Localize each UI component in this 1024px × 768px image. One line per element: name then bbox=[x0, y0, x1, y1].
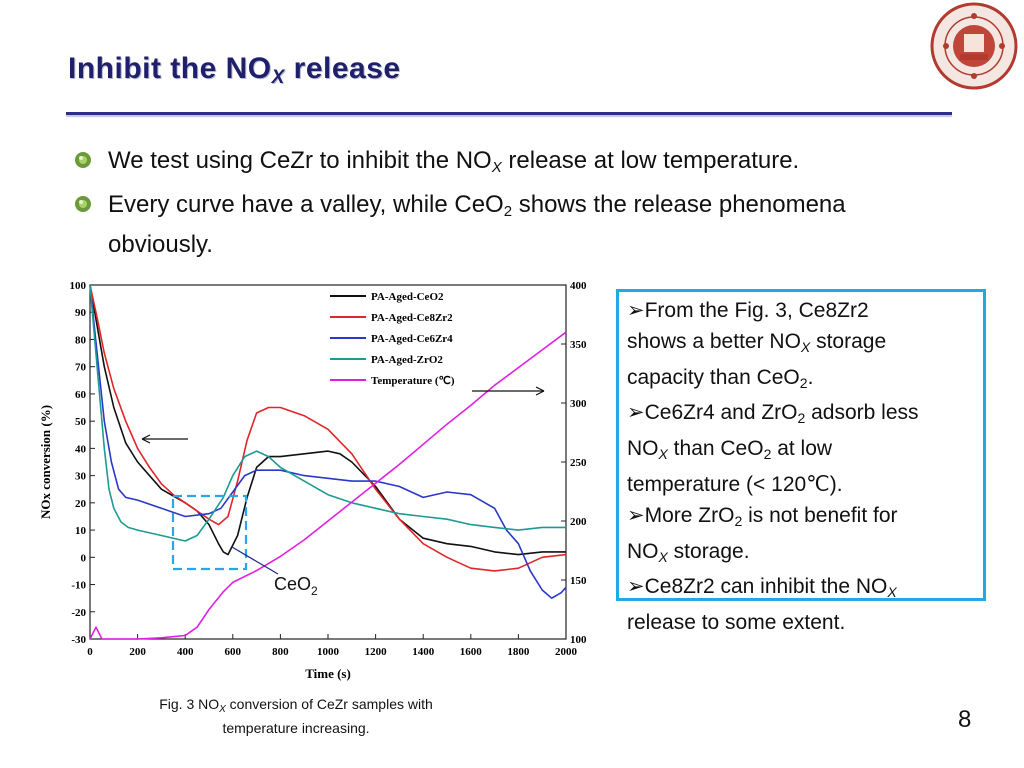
y-tick-label: 100 bbox=[70, 280, 87, 292]
x-tick-label: 1600 bbox=[460, 646, 483, 658]
bullet-gear-icon bbox=[75, 196, 91, 212]
y-tick-label: 20 bbox=[75, 498, 87, 510]
x-tick-label: 800 bbox=[272, 646, 289, 658]
finding-line: temperature (< 120℃). bbox=[627, 472, 843, 496]
slide-title: Inhibit the NOX release bbox=[68, 52, 401, 88]
right-arrow-head bbox=[535, 386, 545, 396]
x-tick-label: 200 bbox=[129, 646, 146, 658]
y-tick-label: -10 bbox=[71, 580, 86, 592]
series-line-pa-aged-ce8zr2 bbox=[89, 284, 567, 572]
bullet-item: We test using CeZr to inhibit the NOX re… bbox=[74, 144, 954, 184]
y-tick-label: 40 bbox=[75, 443, 87, 455]
y-tick-label: 80 bbox=[75, 334, 87, 346]
bullet-gear-icon bbox=[75, 152, 91, 168]
y-tick-label: 70 bbox=[75, 362, 87, 374]
series-line-pa-aged-zro2 bbox=[89, 284, 566, 542]
x-tick-label: 1800 bbox=[507, 646, 530, 658]
left-arrow-head bbox=[141, 434, 151, 444]
y-tick-label: 50 bbox=[75, 416, 87, 428]
figure-caption: Fig. 3 NOX conversion of CeZr samples wi… bbox=[159, 696, 433, 736]
legend-label: Temperature (℃) bbox=[371, 375, 455, 387]
x-tick-label: 1400 bbox=[412, 646, 435, 658]
bullet-item: Every curve have a valley, while CeO2 sh… bbox=[74, 188, 954, 261]
x-tick-label: 2000 bbox=[555, 646, 578, 658]
y-tick-label: 90 bbox=[75, 307, 87, 319]
series-line-pa-aged-ce6zr4 bbox=[89, 284, 567, 600]
finding-line: NOX than CeO2 at low bbox=[627, 437, 833, 463]
finding-line: shows a better NOX storage bbox=[627, 329, 887, 355]
y2-tick-label: 300 bbox=[570, 398, 587, 410]
finding-line: capacity than CeO2. bbox=[627, 365, 814, 391]
finding-line: NOX storage. bbox=[627, 539, 750, 565]
plot-frame bbox=[89, 284, 567, 640]
y-axis-label: NOx conversion (%) bbox=[38, 405, 53, 519]
y2-tick-label: 400 bbox=[570, 280, 587, 292]
university-seal-logo bbox=[930, 2, 1018, 90]
y-tick-label: -30 bbox=[71, 634, 86, 646]
bullet-list: We test using CeZr to inhibit the NOX re… bbox=[74, 144, 954, 265]
legend-label: PA-Aged-CeO2 bbox=[371, 291, 444, 303]
x-tick-label: 400 bbox=[177, 646, 194, 658]
x-tick-label: 1200 bbox=[365, 646, 388, 658]
legend-label: PA-Aged-Ce8Zr2 bbox=[371, 312, 453, 324]
y-tick-label: 30 bbox=[75, 471, 87, 483]
callout-line bbox=[231, 546, 279, 575]
legend-label: PA-Aged-Ce6Zr4 bbox=[371, 333, 453, 345]
y-tick-label: 60 bbox=[75, 389, 87, 401]
y2-tick-label: 100 bbox=[570, 634, 587, 646]
x-axis-label: Time (s) bbox=[305, 666, 351, 681]
finding-line: ➢Ce6Zr4 and ZrO2 adsorb less bbox=[627, 401, 919, 427]
y2-tick-label: 250 bbox=[570, 457, 587, 469]
y-tick-label: 0 bbox=[81, 552, 87, 564]
ceo2-annotation: CeO2 bbox=[274, 574, 318, 598]
legend-label: PA-Aged-ZrO2 bbox=[371, 354, 443, 366]
nox-conversion-chart: 0 200 400 600 800 1000 1200 1400 1600 1800 2000100… bbox=[38, 280, 587, 681]
series-line-pa-aged-ceo2 bbox=[89, 284, 566, 556]
x-tick-label: 0 bbox=[87, 646, 93, 658]
finding-line: ➢From the Fig. 3, Ce8Zr2 bbox=[627, 299, 869, 322]
page-number: 8 bbox=[958, 706, 972, 733]
finding-line: ➢More ZrO2 is not benefit for bbox=[627, 503, 898, 529]
findings-box: ➢From the Fig. 3, Ce8Zr2 shows a better … bbox=[616, 289, 986, 634]
y2-tick-label: 150 bbox=[570, 575, 587, 587]
finding-line: release to some extent. bbox=[627, 611, 846, 635]
y2-tick-label: 200 bbox=[570, 516, 587, 528]
title-underline bbox=[66, 112, 952, 115]
x-tick-label: 1000 bbox=[317, 646, 340, 658]
highlight-dashed-box bbox=[171, 494, 248, 571]
y2-tick-label: 350 bbox=[570, 339, 587, 351]
series-line-temperature bbox=[89, 331, 567, 640]
finding-line: ➢Ce8Zr2 can inhibit the NOX bbox=[627, 575, 897, 601]
x-tick-label: 600 bbox=[225, 646, 242, 658]
y-tick-label: 10 bbox=[75, 525, 87, 537]
y-tick-label: -20 bbox=[71, 607, 86, 619]
